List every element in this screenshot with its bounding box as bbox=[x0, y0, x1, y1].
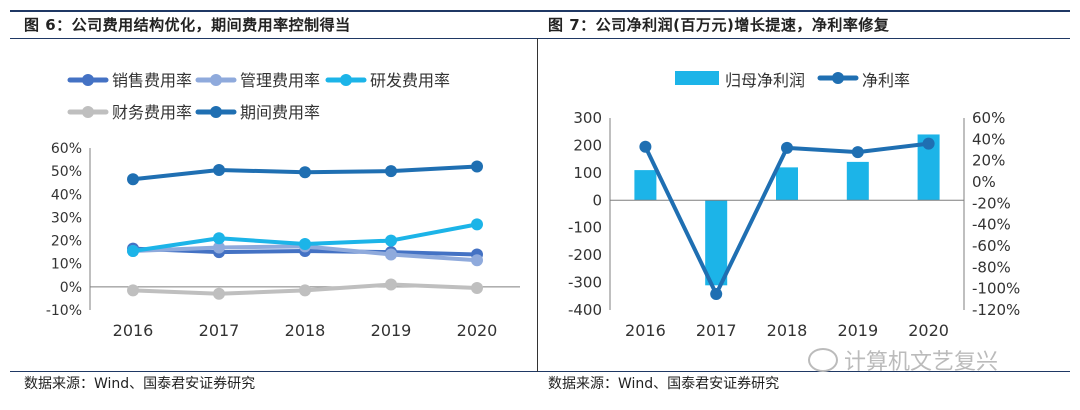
legend-label-1: 管理费用率 bbox=[240, 71, 320, 90]
left-axis-tick: 200 bbox=[573, 136, 602, 154]
series-point-1-4 bbox=[471, 254, 483, 267]
right-x-tick: 2019 bbox=[837, 321, 878, 340]
left-x-tick: 2019 bbox=[371, 321, 412, 340]
right-axis-tick: -100% bbox=[972, 280, 1020, 298]
legend-marker-0 bbox=[82, 74, 94, 86]
series-point-4-3 bbox=[385, 165, 397, 178]
watermark: 计算机文艺复兴 bbox=[808, 344, 998, 376]
left-y-tick: -10% bbox=[46, 303, 82, 319]
right-axis-tick: 20% bbox=[972, 152, 1005, 170]
series-point-4-4 bbox=[471, 160, 483, 173]
net-margin-point-2020 bbox=[922, 137, 935, 150]
series-point-3-1 bbox=[213, 287, 225, 300]
left-y-tick: 20% bbox=[51, 234, 82, 250]
right-x-tick: 2020 bbox=[908, 321, 949, 340]
right-axis-tick: -80% bbox=[972, 258, 1011, 276]
bar-2016 bbox=[634, 170, 657, 201]
right-legend: 归母净利润 净利率 bbox=[675, 71, 910, 90]
series-point-1-1 bbox=[213, 241, 225, 254]
series-point-2-4 bbox=[471, 218, 483, 231]
right-line bbox=[639, 137, 935, 300]
left-y-tick: 0% bbox=[60, 280, 82, 296]
legend-label-3: 财务费用率 bbox=[112, 103, 192, 122]
legend-line-label: 净利率 bbox=[862, 71, 910, 90]
series-point-2-2 bbox=[299, 238, 311, 251]
right-axis-tick: 60% bbox=[972, 109, 1005, 127]
wechat-icon bbox=[808, 348, 838, 372]
left-series bbox=[127, 160, 483, 300]
left-y-tick: 10% bbox=[51, 257, 82, 273]
legend-marker-2 bbox=[340, 74, 352, 86]
left-y-tick: 50% bbox=[51, 164, 82, 180]
series-point-4-0 bbox=[127, 173, 139, 186]
legend-bar-label: 归母净利润 bbox=[725, 71, 805, 90]
series-point-3-3 bbox=[385, 278, 397, 291]
left-axis-tick: 0 bbox=[592, 191, 602, 209]
series-point-4-2 bbox=[299, 166, 311, 179]
series-point-1-3 bbox=[385, 248, 397, 261]
left-axis-tick: 300 bbox=[573, 109, 602, 127]
right-chart-title: 图 7：公司净利润(百万元)增长提速，净利率修复 bbox=[548, 16, 890, 34]
left-y-tick: 60% bbox=[51, 141, 82, 157]
left-axes: 60% 50% 40% 30% 20% 10% 0% -10% 2016 2017 2018 2019… bbox=[46, 141, 520, 340]
bar-2017 bbox=[705, 200, 728, 286]
left-x-tick: 2016 bbox=[113, 321, 154, 340]
series-point-3-2 bbox=[299, 284, 311, 297]
series-point-2-0 bbox=[127, 244, 139, 257]
legend-bar-swatch bbox=[675, 71, 719, 85]
net-margin-point-2019 bbox=[851, 146, 864, 159]
right-axis-tick: -60% bbox=[972, 237, 1011, 255]
right-source: 数据来源：Wind、国泰君安证券研究 bbox=[548, 376, 780, 392]
series-point-4-1 bbox=[213, 163, 225, 176]
legend-label-4: 期间费用率 bbox=[240, 103, 320, 122]
watermark-text: 计算机文艺复兴 bbox=[844, 350, 999, 375]
series-point-3-0 bbox=[127, 284, 139, 297]
net-margin-point-2016 bbox=[639, 140, 652, 153]
left-y-tick: 30% bbox=[51, 210, 82, 226]
legend-label-2: 研发费用率 bbox=[370, 71, 450, 90]
legend-label-0: 销售费用率 bbox=[112, 71, 192, 90]
right-axis-tick: 40% bbox=[972, 130, 1005, 148]
left-x-tick: 2018 bbox=[285, 321, 326, 340]
right-x-tick: 2017 bbox=[696, 321, 737, 340]
left-y-tick: 40% bbox=[51, 187, 82, 203]
bar-2020 bbox=[917, 134, 940, 201]
left-chart-title: 图 6：公司费用结构优化，期间费用率控制得当 bbox=[24, 16, 351, 34]
left-x-tick: 2017 bbox=[199, 321, 240, 340]
right-x-tick: 2018 bbox=[767, 321, 808, 340]
right-x-tick: 2016 bbox=[625, 321, 666, 340]
right-axis-tick: -20% bbox=[972, 194, 1011, 212]
left-axis-tick: -200 bbox=[568, 246, 602, 264]
series-point-2-3 bbox=[385, 234, 397, 247]
series-point-2-1 bbox=[213, 232, 225, 245]
left-axis-tick: 100 bbox=[573, 164, 602, 182]
net-margin-point-2018 bbox=[781, 141, 793, 154]
left-source: 数据来源：Wind、国泰君安证券研究 bbox=[24, 376, 256, 392]
left-axis-tick: -100 bbox=[568, 219, 602, 237]
net-margin-point-2017 bbox=[710, 288, 723, 300]
panel-divider bbox=[537, 38, 538, 372]
legend-marker-4 bbox=[210, 106, 222, 118]
net-margin-line bbox=[643, 141, 929, 296]
legend-marker-3 bbox=[82, 106, 94, 118]
bar-2019 bbox=[846, 161, 869, 201]
right-chart: 归母净利润 净利率 300 200 100 0 -100 -200 -300 -400 60% 40… bbox=[568, 71, 1020, 340]
left-axis-tick: -300 bbox=[568, 274, 602, 292]
right-axis-tick: -40% bbox=[972, 216, 1011, 234]
bar-2018 bbox=[776, 167, 798, 201]
right-axes: 300 200 100 0 -100 -200 -300 -400 60% 40% 20% 0% -20… bbox=[568, 109, 1020, 340]
legend-line-marker bbox=[832, 72, 844, 84]
series-point-3-4 bbox=[471, 282, 483, 295]
legend-marker-1 bbox=[210, 74, 222, 86]
left-x-tick: 2020 bbox=[457, 321, 498, 340]
left-axis-tick: -400 bbox=[568, 301, 602, 319]
right-axis-tick: 0% bbox=[972, 173, 996, 191]
right-axis-tick: -120% bbox=[972, 301, 1020, 319]
right-bars bbox=[634, 134, 940, 286]
